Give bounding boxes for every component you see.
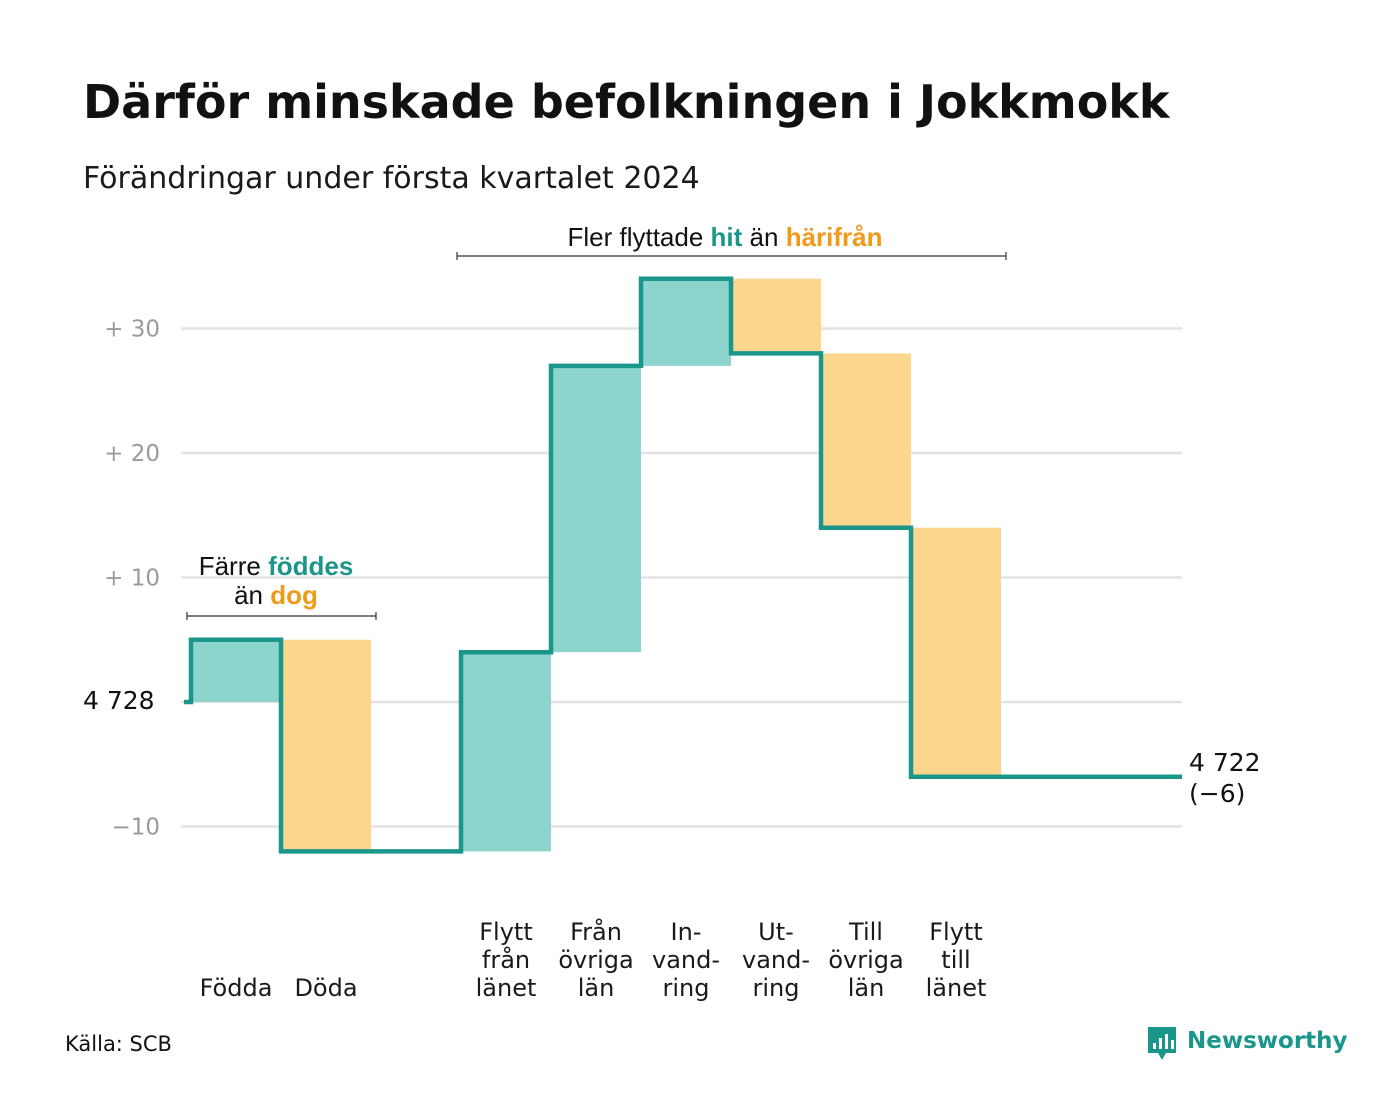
migration-annotation-text: Fler flyttade hit än härifrån bbox=[567, 222, 882, 252]
end-value-label: 4 722 bbox=[1189, 748, 1261, 777]
births-annotation-prefix: Färre bbox=[199, 551, 261, 581]
category-label: In- bbox=[671, 918, 702, 946]
category-label: länet bbox=[476, 974, 537, 1002]
y-tick-label: −10 bbox=[111, 815, 160, 841]
source-label: Källa: SCB bbox=[65, 1032, 172, 1056]
category-label: ring bbox=[663, 974, 710, 1002]
births-annotation: Färre föddes än dog bbox=[186, 551, 377, 620]
category-label: Flytt bbox=[929, 918, 983, 946]
cumulative-step-line bbox=[184, 276, 1182, 854]
waterfall-bar bbox=[191, 639, 281, 702]
category-label: vand- bbox=[652, 946, 720, 974]
births-bracket bbox=[186, 612, 377, 620]
chart-title: Därför minskade befolkningen i Jokkmokk bbox=[83, 75, 1171, 129]
waterfall-bar bbox=[551, 365, 641, 653]
newsworthy-logo-icon bbox=[1148, 1027, 1176, 1060]
brand-name: Newsworthy bbox=[1187, 1028, 1348, 1054]
category-label: Till bbox=[848, 918, 883, 946]
y-tick-label: + 30 bbox=[104, 317, 160, 343]
births-annotation-line1: Färre föddes bbox=[199, 551, 354, 581]
births-annotation-prefix2: än bbox=[234, 580, 263, 610]
category-label: vand- bbox=[742, 946, 810, 974]
migration-annotation-emphasis1: hit bbox=[711, 222, 743, 252]
category-label: Från bbox=[570, 917, 622, 946]
births-annotation-emphasis: föddes bbox=[268, 551, 353, 581]
y-tick-label: + 10 bbox=[104, 566, 160, 592]
brand: Newsworthy bbox=[1148, 1027, 1348, 1060]
waterfall-bar bbox=[731, 278, 821, 354]
migration-annotation-mid: än bbox=[750, 222, 779, 252]
category-label: Flytt bbox=[479, 918, 533, 946]
category-label: Födda bbox=[200, 974, 273, 1002]
y-axis-ticks: + 30 + 20 + 10 −10 bbox=[104, 317, 160, 841]
category-label: län bbox=[848, 974, 885, 1002]
end-change-label: (−6) bbox=[1189, 779, 1245, 808]
category-label: övriga bbox=[828, 946, 903, 974]
category-label: ring bbox=[753, 974, 800, 1002]
migration-annotation: Fler flyttade hit än härifrån bbox=[456, 222, 1007, 260]
start-value-label: 4 728 bbox=[83, 686, 155, 715]
migration-annotation-prefix: Fler flyttade bbox=[567, 222, 703, 252]
category-label: länet bbox=[926, 974, 987, 1002]
births-annotation-line2: än dog bbox=[234, 580, 318, 610]
y-tick-label: + 20 bbox=[104, 441, 160, 467]
category-labels: Födda DödaFlyttfrånlänetFrånövrigalänIn-v… bbox=[200, 917, 987, 1002]
category-label: till bbox=[941, 946, 970, 974]
migration-annotation-emphasis2: härifrån bbox=[786, 222, 883, 252]
category-label: Ut- bbox=[758, 918, 794, 946]
category-label: övriga bbox=[558, 946, 633, 974]
category-label: Döda bbox=[294, 974, 357, 1002]
waterfall-bar bbox=[911, 527, 1001, 777]
waterfall-bar bbox=[461, 652, 551, 852]
waterfall-bar bbox=[281, 639, 371, 852]
category-label: från bbox=[482, 945, 530, 974]
waterfall-bar bbox=[641, 278, 731, 366]
migration-bracket bbox=[456, 252, 1007, 260]
category-label: län bbox=[578, 974, 615, 1002]
bars bbox=[191, 278, 1001, 852]
waterfall-bar bbox=[821, 353, 911, 528]
births-annotation-emphasis2: dog bbox=[270, 580, 318, 610]
chart-subtitle: Förändringar under första kvartalet 2024 bbox=[83, 161, 700, 196]
